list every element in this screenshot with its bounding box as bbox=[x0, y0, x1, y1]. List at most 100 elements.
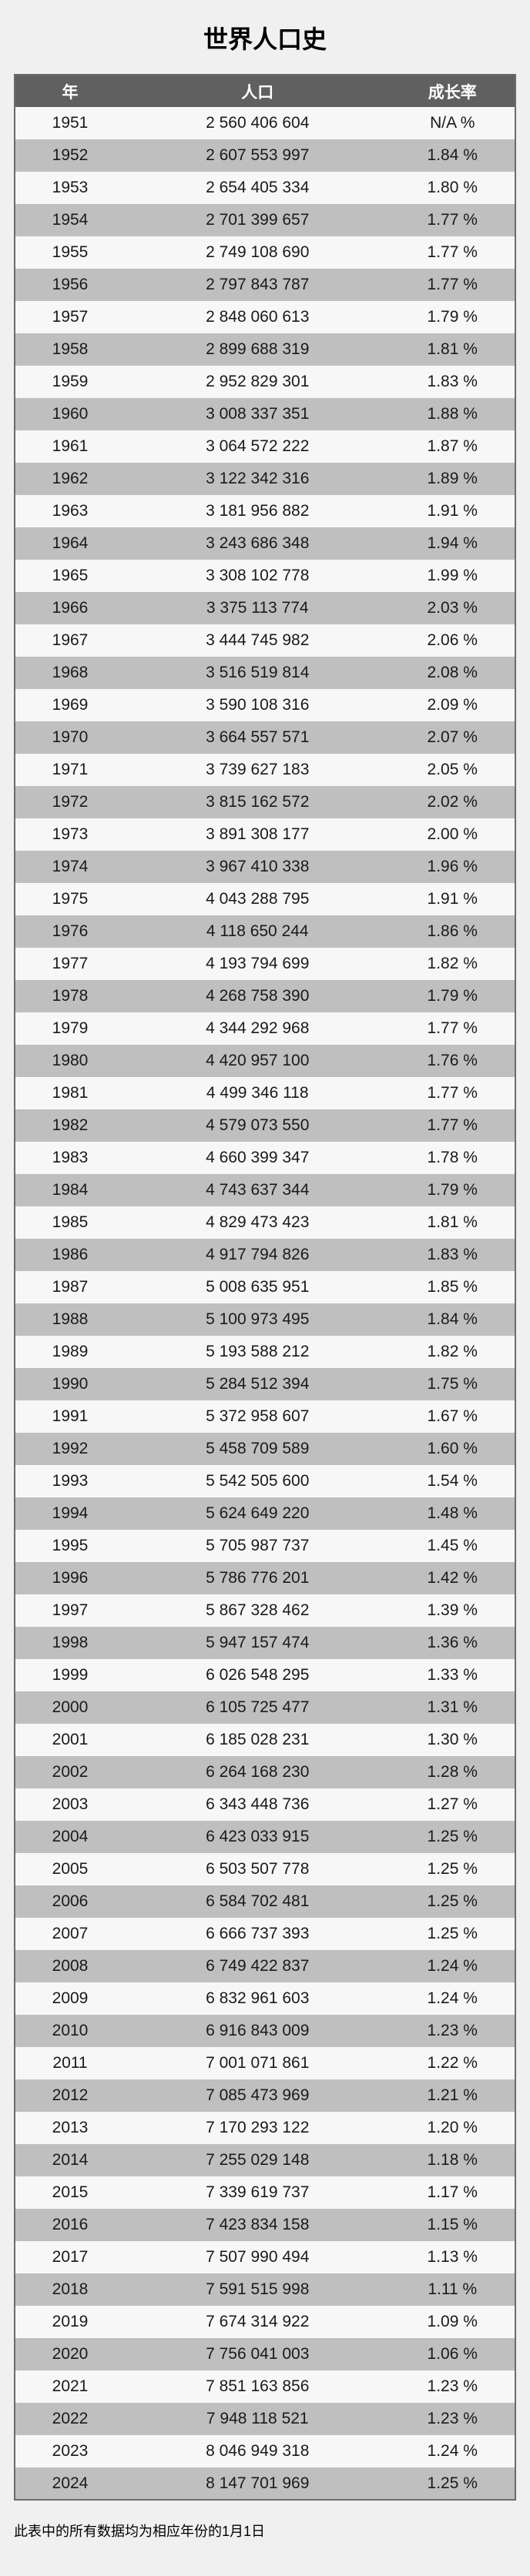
population-cell: 5 624 649 220 bbox=[125, 1497, 391, 1530]
table-row: 1997 5 867 328 462 1.39 % bbox=[15, 1594, 515, 1627]
year-cell: 2022 bbox=[15, 2403, 125, 2435]
population-cell: 2 607 553 997 bbox=[125, 139, 391, 172]
table-row: 1954 2 701 399 657 1.77 % bbox=[15, 204, 515, 236]
table-row: 1985 4 829 473 423 1.81 % bbox=[15, 1206, 515, 1239]
growth-cell: 1.31 % bbox=[390, 1691, 515, 1724]
year-cell: 1978 bbox=[15, 980, 125, 1012]
growth-cell: 1.39 % bbox=[390, 1594, 515, 1627]
population-cell: 3 815 162 572 bbox=[125, 786, 391, 818]
growth-cell: 1.77 % bbox=[390, 1012, 515, 1045]
population-cell: 4 118 650 244 bbox=[125, 915, 391, 948]
year-cell: 1965 bbox=[15, 560, 125, 592]
table-row: 2008 6 749 422 837 1.24 % bbox=[15, 1950, 515, 1982]
population-cell: 5 008 635 951 bbox=[125, 1271, 391, 1303]
growth-cell: 1.48 % bbox=[390, 1497, 515, 1530]
growth-cell: 1.11 % bbox=[390, 2273, 515, 2306]
population-cell: 7 948 118 521 bbox=[125, 2403, 391, 2435]
year-cell: 1989 bbox=[15, 1336, 125, 1368]
table-row: 2000 6 105 725 477 1.31 % bbox=[15, 1691, 515, 1724]
year-cell: 1974 bbox=[15, 851, 125, 883]
year-cell: 1991 bbox=[15, 1400, 125, 1433]
table-row: 1967 3 444 745 982 2.06 % bbox=[15, 624, 515, 657]
table-row: 1960 3 008 337 351 1.88 % bbox=[15, 398, 515, 430]
population-cell: 3 891 308 177 bbox=[125, 818, 391, 851]
population-cell: 3 243 686 348 bbox=[125, 527, 391, 560]
growth-cell: 1.21 % bbox=[390, 2079, 515, 2112]
table-row: 1955 2 749 108 690 1.77 % bbox=[15, 236, 515, 269]
table-row: 1965 3 308 102 778 1.99 % bbox=[15, 560, 515, 592]
year-cell: 1997 bbox=[15, 1594, 125, 1627]
table-row: 1959 2 952 829 301 1.83 % bbox=[15, 366, 515, 398]
year-cell: 1980 bbox=[15, 1045, 125, 1077]
population-cell: 2 560 406 604 bbox=[125, 107, 391, 139]
growth-cell: 2.00 % bbox=[390, 818, 515, 851]
table-row: 1956 2 797 843 787 1.77 % bbox=[15, 269, 515, 301]
growth-cell: 1.84 % bbox=[390, 139, 515, 172]
growth-cell: 2.08 % bbox=[390, 657, 515, 689]
year-cell: 1975 bbox=[15, 883, 125, 915]
table-row: 1979 4 344 292 968 1.77 % bbox=[15, 1012, 515, 1045]
table-row: 1961 3 064 572 222 1.87 % bbox=[15, 430, 515, 463]
population-cell: 6 423 033 915 bbox=[125, 1821, 391, 1853]
growth-cell: 1.09 % bbox=[390, 2306, 515, 2338]
population-cell: 3 122 342 316 bbox=[125, 463, 391, 495]
growth-cell: 1.83 % bbox=[390, 366, 515, 398]
growth-cell: 1.79 % bbox=[390, 980, 515, 1012]
year-cell: 1952 bbox=[15, 139, 125, 172]
population-cell: 3 308 102 778 bbox=[125, 560, 391, 592]
table-row: 1958 2 899 688 319 1.81 % bbox=[15, 333, 515, 366]
year-cell: 2024 bbox=[15, 2467, 125, 2500]
table-row: 2019 7 674 314 922 1.09 % bbox=[15, 2306, 515, 2338]
table-row: 1992 5 458 709 589 1.60 % bbox=[15, 1433, 515, 1465]
year-cell: 2011 bbox=[15, 2047, 125, 2079]
year-cell: 2020 bbox=[15, 2338, 125, 2370]
table-row: 1957 2 848 060 613 1.79 % bbox=[15, 301, 515, 333]
growth-cell: 1.24 % bbox=[390, 1982, 515, 2015]
population-cell: 3 008 337 351 bbox=[125, 398, 391, 430]
year-cell: 1954 bbox=[15, 204, 125, 236]
growth-cell: 1.15 % bbox=[390, 2209, 515, 2241]
year-cell: 1971 bbox=[15, 754, 125, 786]
year-cell: 1984 bbox=[15, 1174, 125, 1206]
population-cell: 4 499 346 118 bbox=[125, 1077, 391, 1109]
population-cell: 4 743 637 344 bbox=[125, 1174, 391, 1206]
growth-cell: 1.30 % bbox=[390, 1724, 515, 1756]
population-cell: 7 085 473 969 bbox=[125, 2079, 391, 2112]
year-cell: 1963 bbox=[15, 495, 125, 527]
table-row: 1990 5 284 512 394 1.75 % bbox=[15, 1368, 515, 1400]
population-cell: 4 344 292 968 bbox=[125, 1012, 391, 1045]
table-row: 1969 3 590 108 316 2.09 % bbox=[15, 689, 515, 721]
year-cell: 2017 bbox=[15, 2241, 125, 2273]
growth-cell: 1.91 % bbox=[390, 883, 515, 915]
population-cell: 3 444 745 982 bbox=[125, 624, 391, 657]
growth-cell: 1.60 % bbox=[390, 1433, 515, 1465]
year-cell: 1961 bbox=[15, 430, 125, 463]
population-cell: 3 590 108 316 bbox=[125, 689, 391, 721]
population-column-header: 人口 bbox=[125, 75, 391, 107]
growth-cell: 1.67 % bbox=[390, 1400, 515, 1433]
table-row: 1984 4 743 637 344 1.79 % bbox=[15, 1174, 515, 1206]
growth-cell: 1.76 % bbox=[390, 1045, 515, 1077]
table-row: 1994 5 624 649 220 1.48 % bbox=[15, 1497, 515, 1530]
year-cell: 1956 bbox=[15, 269, 125, 301]
year-cell: 1976 bbox=[15, 915, 125, 948]
population-cell: 5 284 512 394 bbox=[125, 1368, 391, 1400]
table-row: 1999 6 026 548 295 1.33 % bbox=[15, 1659, 515, 1691]
growth-cell: 1.88 % bbox=[390, 398, 515, 430]
growth-cell: 1.06 % bbox=[390, 2338, 515, 2370]
table-row: 1993 5 542 505 600 1.54 % bbox=[15, 1465, 515, 1497]
population-cell: 7 507 990 494 bbox=[125, 2241, 391, 2273]
growth-cell: 1.27 % bbox=[390, 1788, 515, 1821]
year-cell: 2014 bbox=[15, 2144, 125, 2176]
table-row: 2023 8 046 949 318 1.24 % bbox=[15, 2435, 515, 2467]
population-cell: 8 046 949 318 bbox=[125, 2435, 391, 2467]
growth-cell: 1.99 % bbox=[390, 560, 515, 592]
population-cell: 5 705 987 737 bbox=[125, 1530, 391, 1562]
growth-cell: 1.96 % bbox=[390, 851, 515, 883]
growth-cell: 1.17 % bbox=[390, 2176, 515, 2209]
year-cell: 1988 bbox=[15, 1303, 125, 1336]
growth-cell: 1.24 % bbox=[390, 2435, 515, 2467]
growth-cell: 1.25 % bbox=[390, 1918, 515, 1950]
year-cell: 1958 bbox=[15, 333, 125, 366]
header-row: 年 人口 成长率 bbox=[15, 75, 515, 107]
